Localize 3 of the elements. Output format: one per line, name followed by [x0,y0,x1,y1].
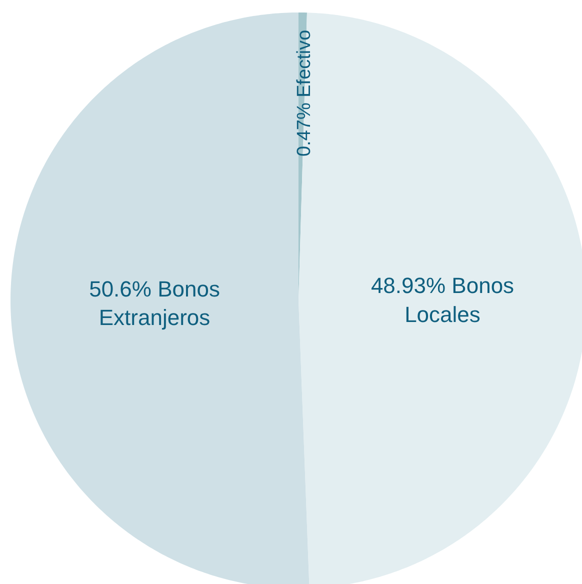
slice-label: 50.6% Bonos Extranjeros [89,276,220,330]
slice-label: 0.47% Efectivo [294,30,316,157]
slice-label: 48.93% Bonos Locales [370,273,514,327]
